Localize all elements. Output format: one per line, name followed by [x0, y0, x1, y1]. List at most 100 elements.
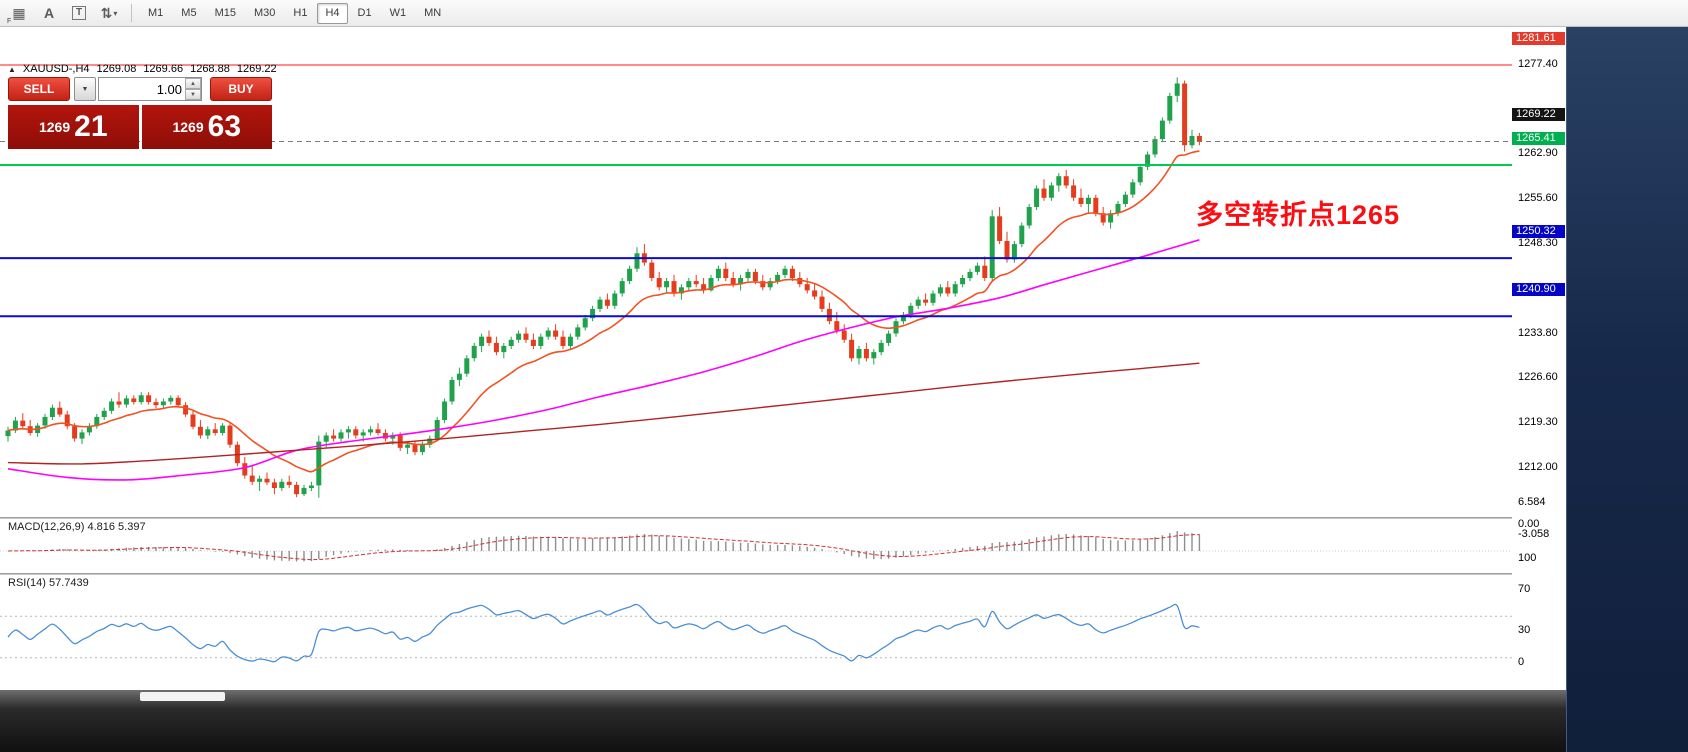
candle-body: [1071, 185, 1077, 198]
candle-body: [301, 487, 307, 495]
lot-size-input[interactable]: [98, 77, 202, 101]
timeframe-button-mn[interactable]: MN: [416, 3, 449, 24]
candle-body: [863, 349, 869, 359]
candle-body: [286, 481, 292, 485]
candle-body: [449, 379, 455, 402]
candle-body: [1167, 95, 1173, 121]
candle-body: [1122, 194, 1128, 204]
candle-body: [612, 293, 618, 306]
buy-button[interactable]: BUY: [210, 77, 272, 101]
candle-body: [930, 293, 936, 303]
lot-decrease-button[interactable]: ▼: [185, 89, 201, 100]
candle-body: [678, 287, 684, 294]
price-axis[interactable]: 1277.40 1262.90 1255.60 1248.30 1233.80 1226.…: [1512, 27, 1566, 690]
timeframe-button-d1[interactable]: D1: [350, 3, 380, 24]
timeframe-button-m5[interactable]: M5: [173, 3, 204, 24]
sell-price-display[interactable]: 1269 21: [8, 105, 139, 149]
candle-body: [1108, 213, 1114, 223]
sell-button[interactable]: SELL: [8, 77, 70, 101]
candle-body: [479, 336, 485, 346]
bottom-tab[interactable]: [140, 692, 225, 701]
candle-body: [279, 481, 285, 488]
candle-body: [708, 278, 714, 291]
candle-body: [952, 284, 958, 294]
price-axis-label: 1212.00: [1518, 461, 1558, 474]
text-label-tool-icon-button[interactable]: T: [66, 2, 92, 24]
timeframe-button-m15[interactable]: M15: [207, 3, 244, 24]
support-line-1250-price-tag: 1250.32: [1512, 224, 1565, 238]
candle-body: [516, 333, 522, 340]
arrow-tools-dropdown-icon-button[interactable]: ⇅ ▾: [96, 2, 122, 24]
candle-body: [49, 407, 55, 417]
candle-body: [1115, 203, 1121, 214]
candle-body: [915, 299, 921, 306]
candle-body: [560, 336, 566, 346]
candle-body: [923, 299, 929, 303]
candle-body: [42, 416, 48, 426]
candle-body: [604, 299, 610, 306]
candle-body: [693, 281, 699, 285]
candle-body: [1152, 139, 1158, 155]
candle-body: [456, 373, 462, 380]
candle-body: [1048, 185, 1054, 198]
trade-price-row: 1269 21 1269 63: [8, 105, 272, 149]
candle-body: [701, 284, 707, 291]
candle-body: [257, 478, 263, 482]
candle-body: [767, 281, 773, 288]
rsi-line: [7, 603, 1200, 663]
candle-body: [175, 397, 181, 406]
timeframe-button-h4[interactable]: H4: [317, 2, 348, 24]
candle-body: [1145, 154, 1151, 167]
candle-body: [1137, 166, 1143, 183]
macd-axis-label: 6.584: [1518, 495, 1546, 508]
timeframe-button-h1[interactable]: H1: [285, 3, 315, 24]
macd-indicator-panel[interactable]: [0, 519, 1512, 573]
candle-body: [12, 420, 18, 431]
rsi-axis-label: 0: [1518, 655, 1525, 668]
candle-body: [368, 429, 374, 433]
chart-window[interactable]: ▲ XAUUSD-,H4 1269.08 1269.66 1268.88 126…: [0, 27, 1566, 717]
candle-body: [234, 444, 240, 464]
candle-body: [242, 463, 248, 476]
candle-body: [131, 398, 137, 403]
timeframe-button-m30[interactable]: M30: [246, 3, 283, 24]
support-line-1240-price-tag: 1240.90: [1512, 282, 1565, 296]
text-tool-icon-button[interactable]: A: [36, 2, 62, 24]
candle-body: [508, 339, 514, 346]
candle-body: [116, 401, 122, 405]
candle-body: [1056, 176, 1062, 186]
chart-grid-tool-icon-hotkey: F: [7, 18, 12, 25]
bottom-bar: [0, 690, 1566, 752]
lot-increase-button[interactable]: ▲: [185, 78, 201, 89]
candle-body: [64, 414, 70, 427]
candle-body: [812, 290, 818, 297]
candle-body: [20, 420, 26, 427]
timeframe-button-w1[interactable]: W1: [382, 3, 415, 24]
candle-body: [782, 268, 788, 275]
candle-body: [834, 321, 840, 331]
candle-body: [530, 339, 536, 346]
lot-presets-dropdown-button[interactable]: ▼: [74, 77, 96, 101]
chevron-down-icon: ▼: [81, 85, 89, 93]
candle-body: [197, 426, 203, 436]
price-axis-label: 1233.80: [1518, 326, 1558, 339]
candle-body: [382, 433, 388, 439]
candle-body: [1063, 176, 1069, 186]
candle-body: [153, 402, 159, 406]
panel-separator[interactable]: [0, 517, 1566, 519]
buy-price-display[interactable]: 1269 63: [141, 105, 272, 149]
candle-body: [982, 265, 988, 278]
candle-body: [160, 401, 166, 406]
chart-grid-tool-icon-button[interactable]: ▦ F: [6, 2, 32, 25]
candle-body: [960, 278, 966, 285]
candle-body: [501, 345, 507, 353]
macd-axis-label: 0.00: [1518, 517, 1540, 530]
timeframe-button-m1[interactable]: M1: [140, 3, 171, 24]
candle-body: [1034, 188, 1040, 207]
rsi-indicator-panel[interactable]: [0, 575, 1512, 695]
candle-body: [1004, 241, 1010, 260]
main-price-chart[interactable]: [0, 57, 1512, 517]
candle-body: [471, 345, 477, 359]
candle-body: [1085, 197, 1091, 204]
panel-separator[interactable]: [0, 573, 1566, 575]
